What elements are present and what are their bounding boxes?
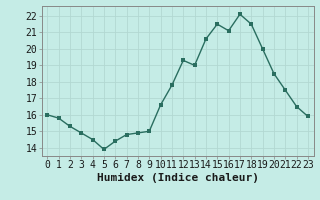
X-axis label: Humidex (Indice chaleur): Humidex (Indice chaleur) xyxy=(97,173,259,183)
